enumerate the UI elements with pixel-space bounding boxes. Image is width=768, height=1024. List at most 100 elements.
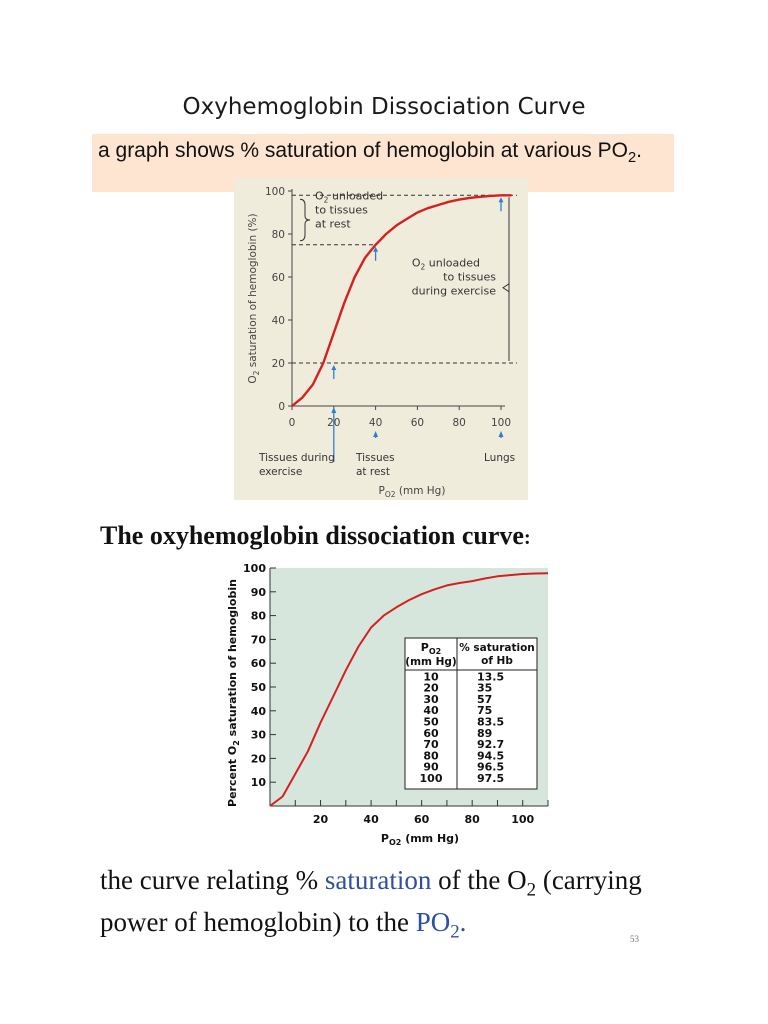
chart1-y-label-rest: saturation of hemoglobin (%) [247, 213, 259, 370]
chart2-table-header-sat: % saturation [459, 642, 535, 654]
chart1-exercise-unload-line: to tissues [443, 270, 496, 283]
chart1-y-tick-label: 100 [265, 186, 285, 198]
chart2-table-header-sat-line2: of Hb [481, 655, 513, 667]
chart2-heading-text: The oxyhemoglobin dissociation curve [100, 521, 524, 550]
chart1-label-lungs: Lungs [484, 452, 515, 464]
chart1-rest-unload-line: O [315, 190, 324, 203]
definition-tail: . [636, 139, 642, 162]
chart1-arrow-tissues-rest-head [373, 431, 379, 437]
chart2-table-header-po2-text: P [421, 641, 429, 654]
chart1-rest-unload-line: at rest [315, 218, 351, 231]
chart2-table-cell-po2: 90 [423, 761, 439, 774]
chart2-table-cell-sat: 57 [477, 693, 492, 706]
chart1-exercise-bracket-point [502, 283, 510, 293]
chart1-y-axis-label: O2 saturation of hemoglobin (%) [247, 213, 261, 383]
chart1-point-arrowhead [498, 197, 504, 203]
chart2-table-frame [404, 637, 538, 790]
chart1-y-tick-label: 80 [272, 229, 285, 241]
chart1-point-arrowhead [331, 365, 337, 370]
chart2-y-label-text: Percent O [226, 746, 239, 807]
caption-po2: PO [415, 907, 451, 938]
chart2-table-header-po2-unit: (mm Hg) [405, 656, 456, 668]
chart2-table-cell-po2: 100 [420, 772, 443, 785]
definition-text: a graph shows % saturation of hemoglobin… [98, 139, 668, 170]
chart2-table-cell-sat: 96.5 [477, 761, 504, 774]
chart2-table-cell-sat: 75 [477, 704, 492, 717]
chart2-y-label-rest: saturation of hemoglobin [226, 579, 239, 740]
chart2-table-cell-po2: 20 [423, 682, 439, 695]
chart2-y-tick-label: 90 [251, 586, 267, 599]
chart1-rest-brace [299, 198, 311, 242]
chart1-rest-unload-line: to tissues [315, 204, 368, 217]
chart1-arrow-lungs-head [498, 431, 504, 437]
page-number: 53 [630, 934, 639, 944]
chart2-x-label-text: P [381, 832, 389, 845]
chart1-rest-unload-sub: 2 [324, 196, 329, 205]
chart2-y-label-sub: 2 [232, 740, 241, 746]
definition-main: a graph shows % saturation of hemoglobin… [98, 139, 628, 162]
chart2-heading-colon: : [523, 527, 531, 549]
chart2-x-tick-label: 40 [363, 813, 379, 826]
chart2-table-header-po2: PO2 [421, 641, 441, 656]
chart1-y-label-sub: 2 [252, 370, 261, 375]
chart2-x-tick-label: 100 [511, 813, 534, 826]
chart1-x-axis-label: PO2 (mm Hg) [379, 485, 446, 499]
chart2-y-tick-label: 30 [251, 729, 267, 742]
chart2-y-tick-label: 60 [251, 657, 267, 670]
chart1-x-tick-label: 60 [411, 417, 424, 429]
chart2-table-cell-po2: 60 [423, 727, 439, 740]
chart1-label-tissues-rest-line: Tissues [355, 452, 395, 464]
chart2-curve [269, 572, 549, 807]
chart1-y-tick-label: 0 [278, 401, 285, 413]
chart2-x-axis-label: PO2 (mm Hg) [381, 832, 459, 847]
chart1-label-tissues-rest: Tissues at rest [355, 452, 395, 478]
chart2-table-cell-po2: 80 [423, 749, 439, 762]
chart1-exercise-unload-sub: 2 [421, 262, 426, 271]
chart2-table-cell-po2: 50 [423, 716, 439, 729]
chart2-y-tick-label: 50 [251, 681, 267, 694]
chart1-x-label-text: P [379, 485, 385, 497]
chart2-table-cell-sat: 97.5 [477, 772, 504, 785]
chart1-y-tick-label: 40 [272, 315, 285, 327]
caption-part3: (carrying power of hemoglobin) to the [100, 865, 642, 938]
chart2-table-header-po2-sub: O2 [429, 647, 441, 656]
chart2-y-tick-label: 10 [251, 776, 267, 789]
chart2-y-tick-label: 80 [251, 610, 267, 623]
caption: the curve relating % saturation of the O… [100, 864, 660, 949]
chart1-y-tick-label: 20 [272, 358, 285, 370]
chart2-y-tick-label: 40 [251, 705, 267, 718]
chart1-x-tick-label: 40 [369, 417, 382, 429]
chart1-arrow-tissues-exercise-head [331, 407, 337, 413]
chart2-table-cell-sat: 89 [477, 727, 492, 740]
chart1-exercise-unload-line: during exercise [412, 284, 497, 297]
caption-part1: the curve relating % [100, 865, 325, 895]
page-title: Oxyhemoglobin Dissociation Curve [182, 94, 586, 120]
chart2-table-cell-po2: 10 [423, 670, 439, 683]
chart2-table-cell-sat: 35 [477, 682, 492, 695]
chart2-x-tick-label: 60 [414, 813, 430, 826]
chart1-label-tissues-rest-line: at rest [356, 466, 390, 478]
chart2-table-cell-sat: 13.5 [477, 670, 504, 683]
chart1-x-tick-label: 80 [453, 417, 466, 429]
caption-tail: . [459, 907, 467, 938]
chart2-y-tick-label: 100 [243, 562, 266, 575]
chart1-x-tick-label: 0 [289, 417, 296, 429]
chart1-exercise-unload-rest: unloaded [425, 256, 480, 269]
chart2-table-cell-po2: 40 [423, 704, 439, 717]
chart1-x-tick-label: 100 [491, 417, 511, 429]
chart2-table-cell-sat: 94.5 [477, 749, 504, 762]
chart1-point-arrowhead [373, 246, 379, 252]
chart1-rest-unload-label: O2 unloaded to tissues at rest [315, 190, 383, 231]
chart1-label-tissues-exercise: Tissues during exercise [258, 452, 335, 478]
caption-saturation: saturation [324, 865, 432, 895]
chart2-y-tick-label: 20 [251, 752, 267, 765]
chart1-x-label-sub: O2 [385, 490, 396, 499]
caption-o2-sub: 2 [526, 879, 537, 901]
chart1-rest-unload-rest: unloaded [328, 190, 383, 203]
chart2-y-tick-label: 70 [251, 633, 267, 646]
chart1-label-tissues-exercise-line: Tissues during [258, 452, 335, 464]
caption-po2-sub: 2 [450, 921, 460, 943]
